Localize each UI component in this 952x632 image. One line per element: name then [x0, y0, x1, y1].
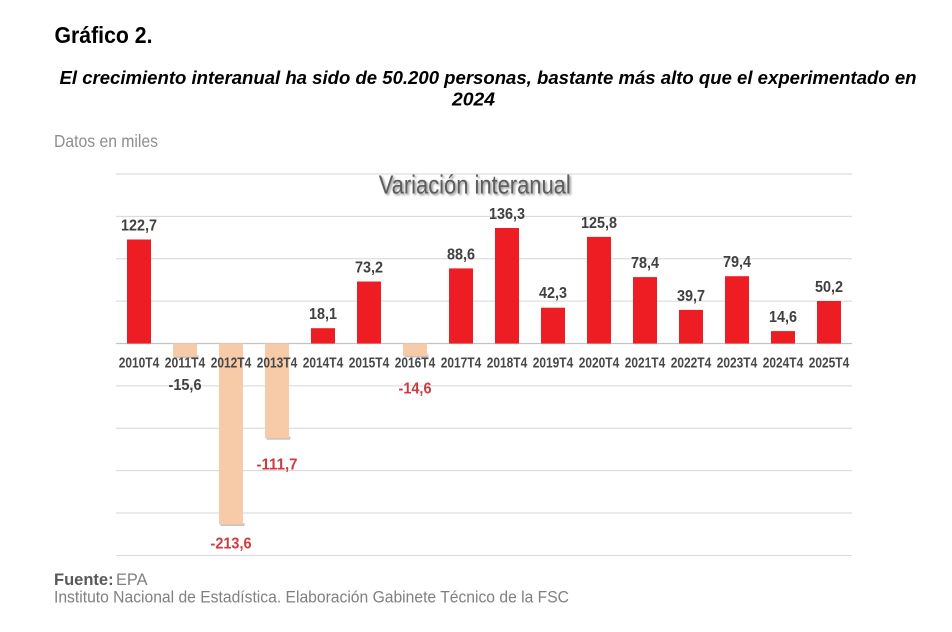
svg-text:2021T4: 2021T4 [625, 356, 666, 372]
svg-text:Variación interanual: Variación interanual [380, 171, 572, 201]
svg-text:Fuente:: Fuente: [54, 571, 114, 589]
svg-text:42,3: 42,3 [539, 285, 567, 302]
svg-text:2010T4: 2010T4 [119, 356, 160, 372]
svg-text:78,4: 78,4 [631, 255, 659, 272]
svg-text:2024T4: 2024T4 [763, 356, 804, 372]
svg-text:2018T4: 2018T4 [487, 356, 528, 372]
svg-text:Datos en miles: Datos en miles [54, 131, 158, 151]
svg-text:2022T4: 2022T4 [671, 356, 712, 372]
svg-text:2020T4: 2020T4 [579, 356, 620, 372]
svg-text:Variación interanual: Variación interanual [379, 170, 571, 200]
svg-text:Gráfico 2.: Gráfico 2. [55, 22, 153, 48]
svg-text:2015T4: 2015T4 [349, 356, 390, 372]
svg-text:122,7: 122,7 [121, 218, 157, 235]
svg-text:136,3: 136,3 [489, 206, 525, 223]
svg-text:50,2: 50,2 [815, 279, 843, 296]
svg-text:El crecimiento interanual ha s: El crecimiento interanual ha sido de 50.… [60, 68, 917, 88]
svg-text:18,1: 18,1 [309, 306, 337, 323]
svg-text:2016T4: 2016T4 [395, 356, 436, 372]
svg-text:Instituto Nacional de Estadíst: Instituto Nacional de Estadística. Elabo… [54, 589, 569, 607]
svg-text:2012T4: 2012T4 [211, 356, 252, 372]
svg-text:88,6: 88,6 [447, 246, 475, 263]
svg-text:73,2: 73,2 [355, 260, 383, 277]
svg-text:14,6: 14,6 [769, 309, 797, 326]
svg-text:2014T4: 2014T4 [303, 356, 344, 372]
svg-text:2019T4: 2019T4 [533, 356, 574, 372]
svg-text:-111,7: -111,7 [257, 456, 298, 473]
svg-text:-15,6: -15,6 [169, 377, 202, 394]
svg-text:2013T4: 2013T4 [257, 356, 298, 372]
svg-text:79,4: 79,4 [723, 254, 751, 271]
svg-text:2017T4: 2017T4 [441, 356, 482, 372]
svg-text:2024: 2024 [451, 90, 495, 110]
svg-text:39,7: 39,7 [677, 288, 705, 305]
svg-text:-14,6: -14,6 [399, 381, 432, 398]
svg-text:EPA: EPA [116, 571, 148, 589]
svg-text:-213,6: -213,6 [211, 535, 252, 552]
svg-text:2023T4: 2023T4 [717, 356, 758, 372]
svg-text:2025T4: 2025T4 [809, 356, 850, 372]
svg-text:2011T4: 2011T4 [165, 356, 206, 372]
svg-text:125,8: 125,8 [581, 215, 617, 232]
